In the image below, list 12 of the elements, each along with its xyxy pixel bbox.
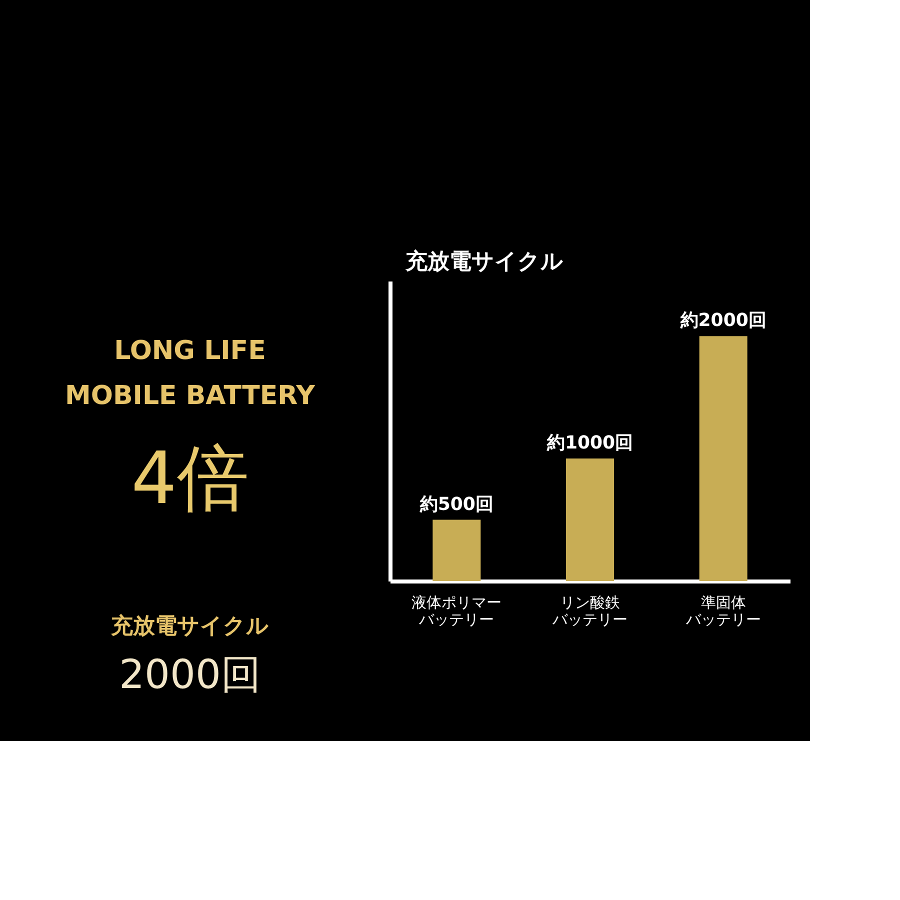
text: LONG LIFE <box>114 336 266 366</box>
text: MOBILE BATTERY <box>64 381 316 411</box>
x-tick-label: 準固体バッテリー <box>684 594 761 628</box>
text: 4倍 <box>131 436 249 520</box>
data-label: 約1000回 <box>546 432 634 454</box>
y-axis-title: 充放電サイクル <box>404 248 564 274</box>
text: 2000回 <box>119 652 261 698</box>
data-label: 約2000回 <box>679 310 766 332</box>
x-tick-label: 液体ポリマーバッテリー <box>412 594 502 628</box>
text: 充放電サイクル <box>110 613 269 639</box>
x-tick-label: リン酸鉄バッテリー <box>552 594 628 628</box>
data-label: 約500回 <box>418 494 494 515</box>
